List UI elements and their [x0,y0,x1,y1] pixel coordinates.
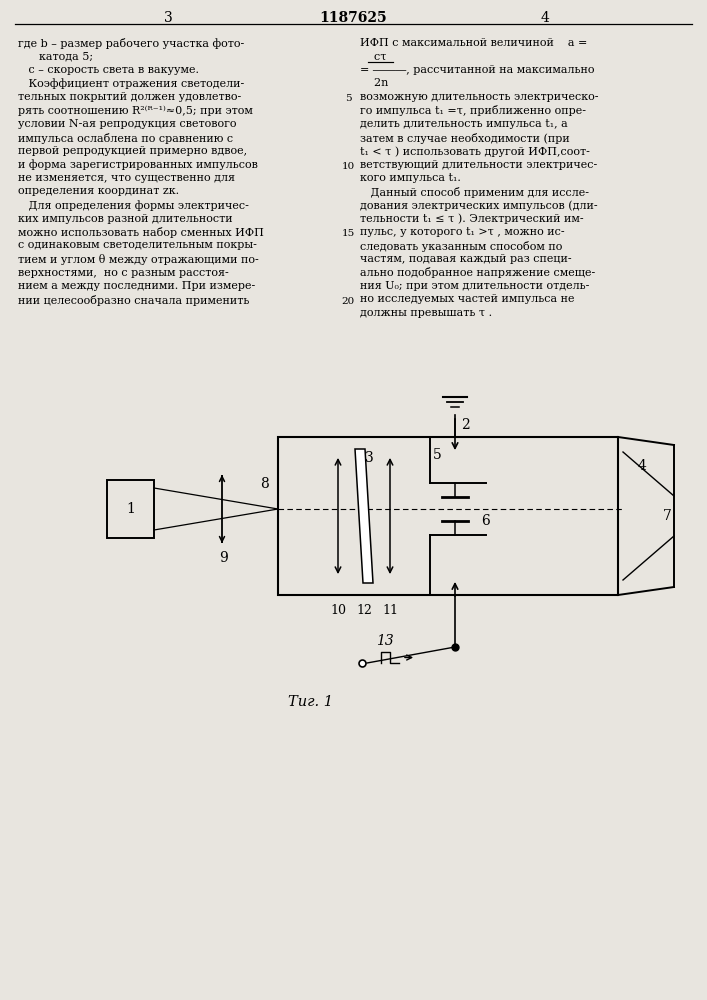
Text: 4: 4 [638,459,647,473]
Text: тием и углом θ между отражающими по-: тием и углом θ между отражающими по- [18,254,259,265]
Text: с – скорость света в вакууме.: с – скорость света в вакууме. [18,65,199,75]
Text: рять соотношению R²⁽ᴿ⁻¹⁾≈0,5; при этом: рять соотношению R²⁽ᴿ⁻¹⁾≈0,5; при этом [18,105,253,116]
Text: 9: 9 [220,551,228,565]
Text: тельных покрытий должен удовлетво-: тельных покрытий должен удовлетво- [18,92,241,102]
Bar [278,437,618,595]
Text: следовать указанным способом по: следовать указанным способом по [360,240,562,251]
Text: 6: 6 [481,514,490,528]
Text: катода 5;: катода 5; [18,51,93,62]
Text: нии целесообразно сначала применить: нии целесообразно сначала применить [18,294,250,306]
Text: 15: 15 [341,229,355,238]
Text: кого импульса t₁.: кого импульса t₁. [360,173,461,183]
Text: Коэффициент отражения светодели-: Коэффициент отражения светодели- [18,79,244,89]
Text: 8: 8 [260,477,269,491]
Text: возможную длительность электрическо-: возможную длительность электрическо- [360,92,599,102]
Text: 1: 1 [126,502,135,516]
Text: затем в случае необходимости (при: затем в случае необходимости (при [360,132,570,143]
Text: Данный способ применим для иссле-: Данный способ применим для иссле- [360,186,589,198]
Text: ально подобранное напряжение смеще-: ально подобранное напряжение смеще- [360,267,595,278]
Text: ния U₀; при этом длительности отдель-: ния U₀; при этом длительности отдель- [360,281,590,291]
Text: 7: 7 [663,509,672,523]
Text: пульс, у которого t₁ >τ , можно ис-: пульс, у которого t₁ >τ , можно ис- [360,227,565,237]
Text: частям, подавая каждый раз специ-: частям, подавая каждый раз специ- [360,254,572,264]
Bar [107,480,154,538]
Text: = ―――, рассчитанной на максимально: = ―――, рассчитанной на максимально [360,65,595,75]
Text: 10: 10 [341,162,355,171]
Text: Для определения формы электричес-: Для определения формы электричес- [18,200,249,211]
Text: импульса ослаблена по сравнению с: импульса ослаблена по сравнению с [18,132,233,143]
Text: нием а между последними. При измере-: нием а между последними. При измере- [18,281,255,291]
Text: го импульса t₁ =τ, приближенно опре-: го импульса t₁ =τ, приближенно опре- [360,105,586,116]
Text: 13: 13 [376,634,394,648]
Text: определения координат zк.: определения координат zк. [18,186,179,196]
Text: 2: 2 [461,418,469,432]
Text: t₁ < τ ) использовать другой ИФП,соот-: t₁ < τ ) использовать другой ИФП,соот- [360,146,590,157]
Text: но исследуемых частей импульса не: но исследуемых частей импульса не [360,294,575,304]
Text: cτ: cτ [360,51,387,62]
Text: где b – размер рабочего участка фото-: где b – размер рабочего участка фото- [18,38,244,49]
Polygon shape [355,449,373,583]
Text: 2n: 2n [360,79,388,89]
Text: можно использовать набор сменных ИФП: можно использовать набор сменных ИФП [18,227,264,238]
Text: 3: 3 [365,451,374,465]
Text: 5: 5 [433,448,442,462]
Text: 11: 11 [382,604,398,617]
Text: делить длительность импульса t₁, а: делить длительность импульса t₁, а [360,119,568,129]
Text: ИФП с максимальной величиной    а =: ИФП с максимальной величиной а = [360,38,588,48]
Text: верхностями,  но с разным расстоя-: верхностями, но с разным расстоя- [18,267,229,277]
Text: условии N-ая репродукция светового: условии N-ая репродукция светового [18,119,237,129]
Text: тельности t₁ ≤ τ ). Электрический им-: тельности t₁ ≤ τ ). Электрический им- [360,214,583,224]
Text: Τиг. 1: Τиг. 1 [288,695,332,709]
Text: 3: 3 [163,11,173,25]
Text: первой репродукцией примерно вдвое,: первой репродукцией примерно вдвое, [18,146,247,156]
Text: 12: 12 [356,604,372,617]
Text: ветствующий длительности электричес-: ветствующий длительности электричес- [360,159,597,169]
Text: с одинаковым светоделительным покры-: с одинаковым светоделительным покры- [18,240,257,250]
Text: должны превышать τ .: должны превышать τ . [360,308,492,318]
Text: не изменяется, что существенно для: не изменяется, что существенно для [18,173,235,183]
Text: и форма зарегистрированных импульсов: и форма зарегистрированных импульсов [18,159,258,170]
Text: 10: 10 [330,604,346,617]
Text: 1187625: 1187625 [319,11,387,25]
Text: 4: 4 [541,11,549,25]
Text: дования электрических импульсов (дли-: дования электрических импульсов (дли- [360,200,597,211]
Text: 20: 20 [341,297,355,306]
Text: 5: 5 [345,94,351,103]
Text: ких импульсов разной длительности: ких импульсов разной длительности [18,214,233,224]
